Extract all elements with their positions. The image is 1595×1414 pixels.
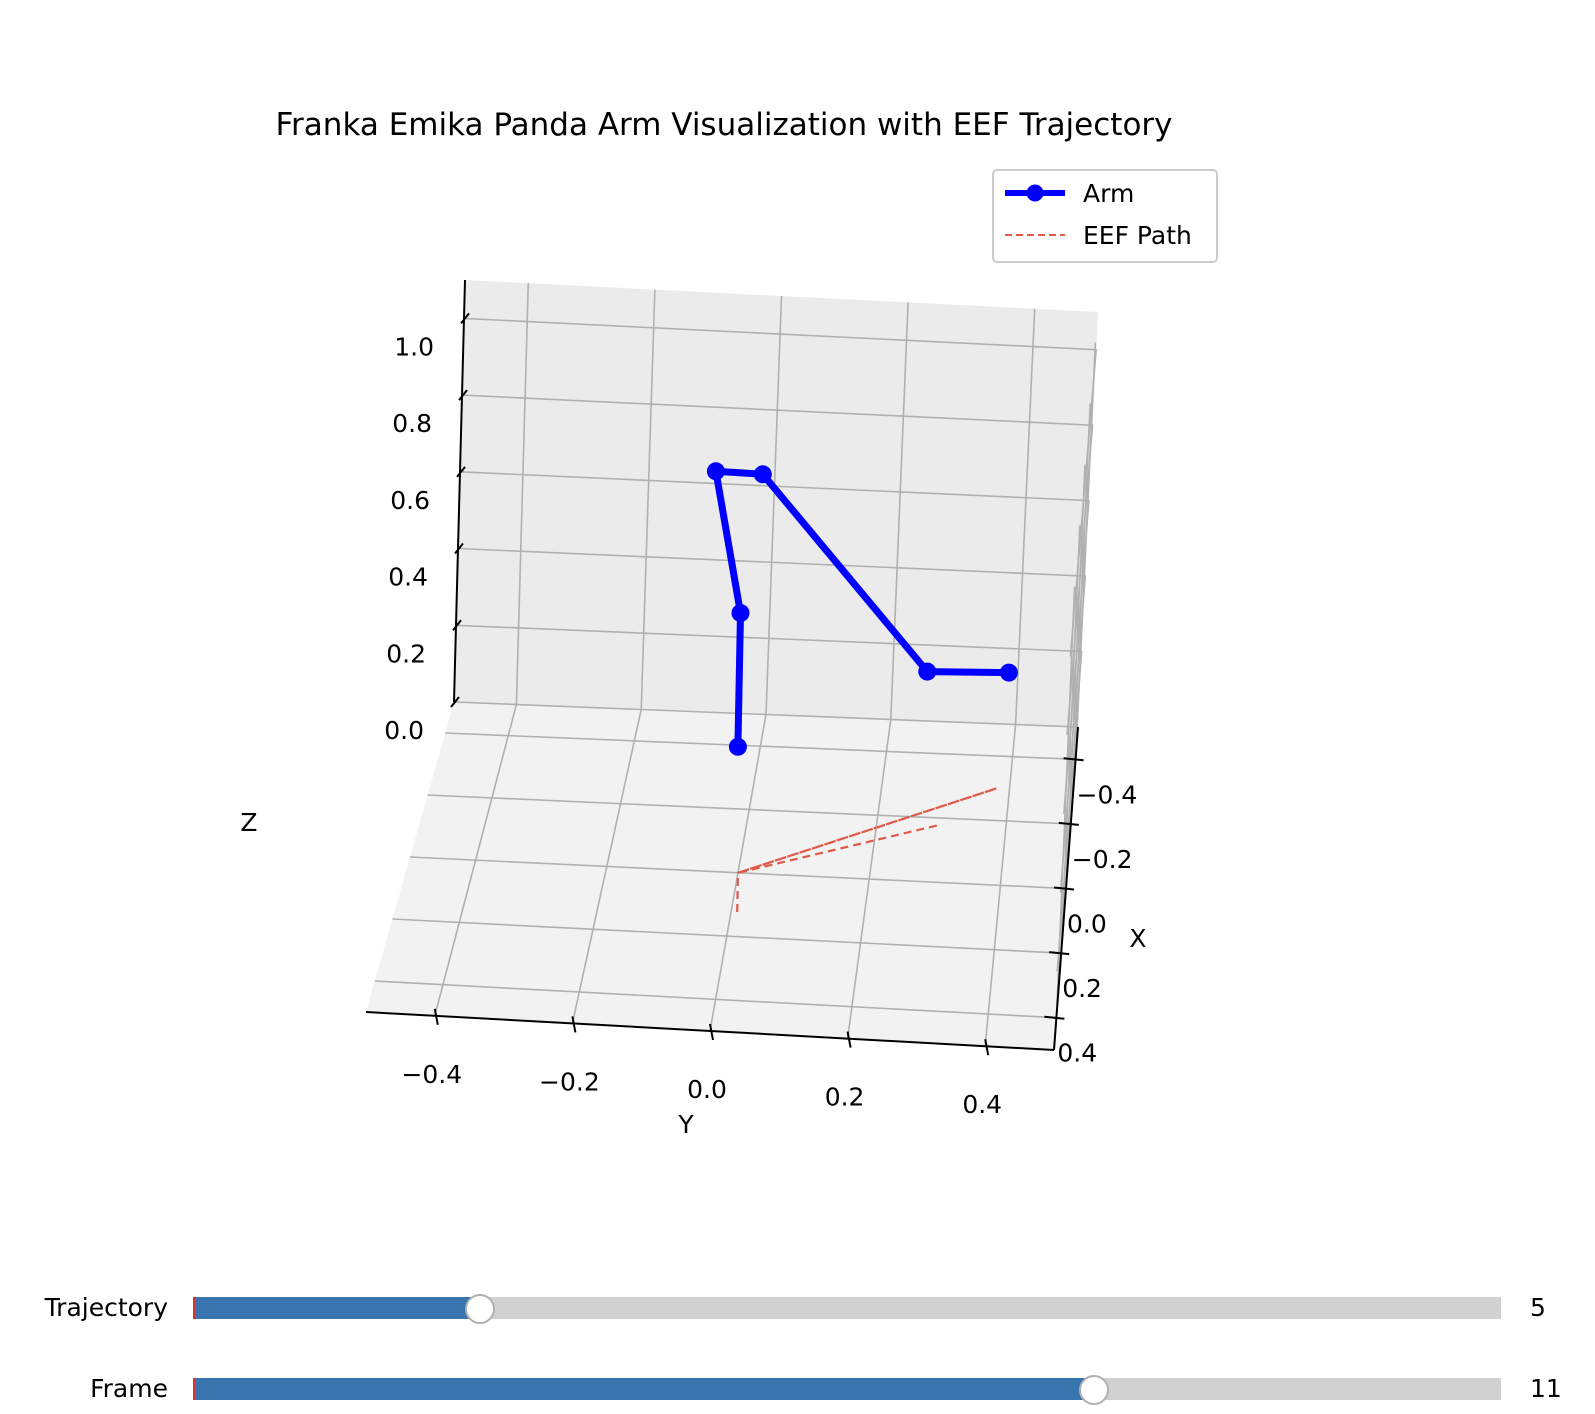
- x-tick-label: −0.4: [1077, 780, 1138, 809]
- frame-slider-label: Frame: [90, 1374, 168, 1403]
- y-tick-label: 0.4: [962, 1090, 1002, 1119]
- grid-line-z: [455, 624, 1083, 972]
- z-tick: [460, 312, 470, 324]
- y-axis-label: Y: [677, 1110, 694, 1139]
- trajectory-slider-value: 5: [1530, 1293, 1546, 1322]
- side-pane: [454, 280, 1098, 727]
- grid-lines: [374, 283, 1098, 1051]
- frame-slider-row: Frame 11: [0, 1364, 1595, 1414]
- grid-line-z: [459, 471, 1090, 814]
- z-tick: [452, 619, 462, 631]
- frame-slider-fill: [194, 1378, 1094, 1400]
- trajectory-slider-track[interactable]: [193, 1294, 1501, 1324]
- arm-joint-marker: [999, 663, 1018, 682]
- trajectory-slider-row: Trajectory 5: [0, 1283, 1595, 1333]
- y-tick-label: −0.2: [539, 1067, 600, 1096]
- chart-title: Franka Emika Panda Arm Visualization wit…: [275, 107, 1172, 143]
- trajectory-slider-handle[interactable]: [464, 1294, 495, 1324]
- arm-joint-marker: [753, 465, 772, 484]
- arm-joint-marker: [706, 462, 725, 481]
- x-tick-label: 0.2: [1062, 974, 1102, 1003]
- z-axis-line: [453, 279, 466, 703]
- x-axis-label: X: [1129, 924, 1146, 953]
- z-tick-label: 0.2: [386, 639, 426, 668]
- x-tick: [1063, 757, 1084, 762]
- axis-ticks: −0.4 −0.2 0.0 0.2 0.4 −0.4 −0.2 0.0 0.2 0.4 0.0 0.2…: [384, 312, 1138, 1119]
- frame-slider-initial-marker: [193, 1378, 195, 1400]
- z-tick-label: 0.4: [388, 563, 428, 592]
- grid-line-z: [461, 394, 1094, 736]
- eef-path-line: [736, 787, 998, 913]
- frame-slider-value: 11: [1530, 1374, 1562, 1403]
- z-tick: [450, 696, 460, 708]
- legend-arm-marker: [1026, 184, 1044, 202]
- floor-pane: [366, 702, 1078, 1050]
- y-tick: [433, 1008, 439, 1025]
- y-tick-label: 0.0: [687, 1075, 727, 1104]
- legend-arm-label: Arm: [1083, 179, 1134, 208]
- grid-line-z: [457, 547, 1087, 893]
- legend-eef-label: EEF Path: [1083, 221, 1192, 250]
- x-tick-label: 0.4: [1057, 1039, 1097, 1068]
- z-tick: [458, 389, 468, 401]
- y-tick-label: 0.2: [825, 1083, 865, 1112]
- x-tick: [1053, 886, 1075, 891]
- z-tick-label: 0.0: [384, 716, 424, 745]
- arm-3d-plot: −0.4 −0.2 0.0 0.2 0.4 −0.4 −0.2 0.0 0.2 0.4 0.0 0.2…: [240, 107, 1218, 1139]
- y-tick: [571, 1016, 577, 1033]
- x-tick: [1044, 1015, 1065, 1020]
- z-tick-label: 0.8: [392, 409, 432, 438]
- arm-joint-marker: [731, 604, 750, 622]
- z-tick-label: 1.0: [394, 332, 434, 361]
- x-tick-label: 0.0: [1067, 910, 1107, 939]
- y-tick: [846, 1031, 852, 1048]
- trajectory-slider-label: Trajectory: [44, 1293, 168, 1322]
- legend: Arm EEF Path: [992, 169, 1218, 263]
- z-axis-label: Z: [240, 808, 257, 837]
- z-tick: [456, 466, 466, 478]
- x-tick: [1049, 951, 1070, 956]
- trajectory-slider-fill: [194, 1297, 479, 1319]
- grid-line-z: [463, 317, 1098, 657]
- frame-slider-track[interactable]: [193, 1375, 1501, 1405]
- y-axis-line: [365, 1011, 1055, 1051]
- x-tick: [1058, 821, 1079, 826]
- y-tick: [709, 1023, 714, 1041]
- y-tick-label: −0.4: [401, 1060, 462, 1089]
- x-tick-label: −0.2: [1072, 845, 1133, 874]
- series-layer: [706, 462, 1018, 913]
- arm-line: [712, 467, 1009, 747]
- y-tick: [984, 1039, 990, 1056]
- z-tick-label: 0.6: [390, 486, 430, 515]
- frame-slider-handle[interactable]: [1079, 1375, 1110, 1405]
- z-tick: [454, 542, 464, 555]
- trajectory-slider-initial-marker: [193, 1297, 195, 1319]
- arm-joint-marker: [728, 737, 747, 756]
- arm-joint-marker: [918, 662, 937, 681]
